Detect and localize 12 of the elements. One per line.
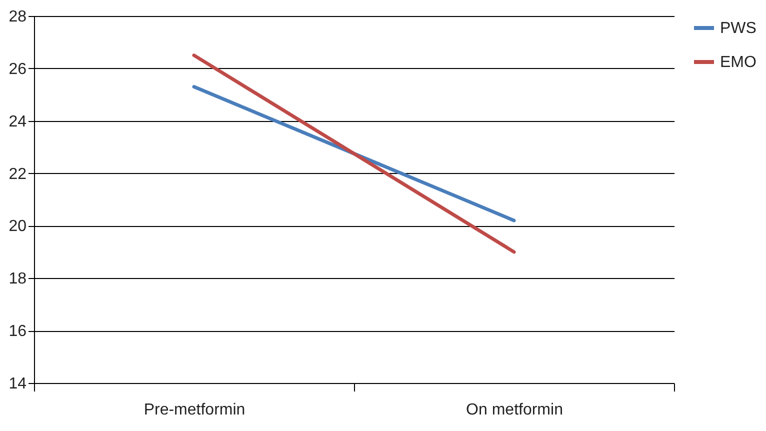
y-tick-label: 26 [8,60,27,78]
legend-label: PWS [720,20,756,37]
y-tick-label: 22 [8,166,27,183]
x-tick-label: Pre-metformin [144,402,246,418]
legend-label: EMO [720,54,756,71]
y-tick-label: 14 [8,376,27,392]
y-tick-label: 20 [8,218,27,236]
x-tick-label: On metformin [466,402,563,418]
y-tick-label: 16 [8,323,27,340]
y-tick-label: 28 [8,8,27,26]
y-tick-label: 24 [8,113,27,130]
y-tick-label: 18 [8,270,27,288]
